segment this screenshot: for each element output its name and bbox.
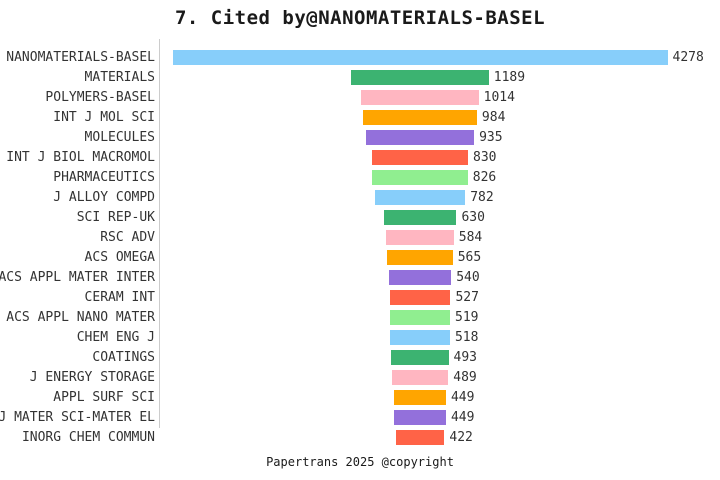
bar xyxy=(372,170,468,185)
category-label: CERAM INT xyxy=(84,289,155,305)
bar xyxy=(374,190,466,205)
bar xyxy=(386,230,454,245)
bar-row: CERAM INT 527 xyxy=(0,288,720,308)
value-label: 519 xyxy=(455,309,479,325)
bar-row: APPL SURF SCI 449 xyxy=(0,388,720,408)
bar xyxy=(389,290,451,305)
category-label: ACS APPL NANO MATER xyxy=(6,309,155,325)
bar-row: SCI REP-UK 630 xyxy=(0,208,720,228)
bar-row: NANOMATERIALS-BASEL 4278 xyxy=(0,48,720,68)
value-label: 449 xyxy=(450,389,475,405)
category-label: ACS APPL MATER INTER xyxy=(0,269,155,285)
bar-row: COATINGS 493 xyxy=(0,348,720,368)
bar-row: INORG CHEM COMMUN 422 xyxy=(0,428,720,448)
category-label: J ALLOY COMPD xyxy=(53,189,155,205)
bar xyxy=(363,110,477,125)
bar xyxy=(172,50,668,65)
bar xyxy=(361,90,479,105)
bar xyxy=(389,310,451,325)
value-label: 830 xyxy=(473,149,497,165)
bar xyxy=(351,70,489,85)
bar xyxy=(394,390,446,405)
category-label: NANOMATERIALS-BASEL xyxy=(6,49,155,65)
value-label: 984 xyxy=(481,109,506,125)
category-label: INT J MOL SCI xyxy=(53,109,155,125)
bar xyxy=(390,330,450,345)
category-label: INORG CHEM COMMUN xyxy=(21,429,155,445)
category-label: POLYMERS-BASEL xyxy=(45,89,155,105)
bar xyxy=(387,250,453,265)
bar-row: ACS APPL NANO MATER 519 xyxy=(0,308,720,328)
value-label: 782 xyxy=(470,189,494,205)
category-label: ACS OMEGA xyxy=(84,249,155,265)
value-label: 4278 xyxy=(672,49,704,65)
bar-row: ACS OMEGA 565 xyxy=(0,248,720,268)
bar-row: MATERIALS 1189 xyxy=(0,68,720,88)
bar-row: J MATER SCI-MATER EL 449 xyxy=(0,408,720,428)
value-label: 527 xyxy=(455,289,479,305)
bar xyxy=(388,270,452,285)
value-label: 540 xyxy=(456,269,480,285)
category-label: J ENERGY STORAGE xyxy=(29,369,155,385)
bar-row: J ALLOY COMPD 782 xyxy=(0,188,720,208)
bar-row: INT J MOL SCI 984 xyxy=(0,108,720,128)
value-label: 826 xyxy=(472,169,497,185)
bar-row: ACS APPL MATER INTER 540 xyxy=(0,268,720,288)
category-label: MOLECULES xyxy=(84,129,155,145)
value-label: 518 xyxy=(454,329,479,345)
bar xyxy=(391,370,449,385)
value-label: 1014 xyxy=(483,89,515,105)
value-label: 422 xyxy=(449,429,473,445)
category-label: PHARMACEUTICS xyxy=(53,169,155,185)
bar-row: POLYMERS-BASEL 1014 xyxy=(0,88,720,108)
bar xyxy=(383,210,457,225)
value-label: 449 xyxy=(450,409,475,425)
category-label: SCI REP-UK xyxy=(76,209,155,225)
bar xyxy=(371,150,468,165)
bar-row: MOLECULES 935 xyxy=(0,128,720,148)
value-label: 935 xyxy=(479,129,503,145)
category-label: MATERIALS xyxy=(84,69,155,85)
copyright-text: Papertrans 2025 @copyright xyxy=(266,455,454,469)
value-label: 493 xyxy=(453,349,477,365)
category-label: RSC ADV xyxy=(100,229,155,245)
value-label: 630 xyxy=(461,209,485,225)
category-label: APPL SURF SCI xyxy=(53,389,155,405)
bar-row: CHEM ENG J 518 xyxy=(0,328,720,348)
value-label: 565 xyxy=(457,249,482,265)
bar-row: RSC ADV 584 xyxy=(0,228,720,248)
value-label: 584 xyxy=(458,229,483,245)
chart-title: 7. Cited by@NANOMATERIALS-BASEL xyxy=(174,7,546,29)
bar-row: INT J BIOL MACROMOL 830 xyxy=(0,148,720,168)
value-label: 489 xyxy=(453,369,477,385)
category-label: COATINGS xyxy=(92,349,155,365)
bar-row: J ENERGY STORAGE 489 xyxy=(0,368,720,388)
bar xyxy=(365,130,475,145)
y-axis-line xyxy=(159,39,160,428)
category-label: INT J BIOL MACROMOL xyxy=(6,149,155,165)
category-label: CHEM ENG J xyxy=(76,329,155,345)
bar xyxy=(394,410,446,425)
value-label: 1189 xyxy=(493,69,526,85)
bar xyxy=(391,350,449,365)
bar xyxy=(395,430,445,445)
category-label: J MATER SCI-MATER EL xyxy=(0,409,155,425)
bar-row: PHARMACEUTICS 826 xyxy=(0,168,720,188)
